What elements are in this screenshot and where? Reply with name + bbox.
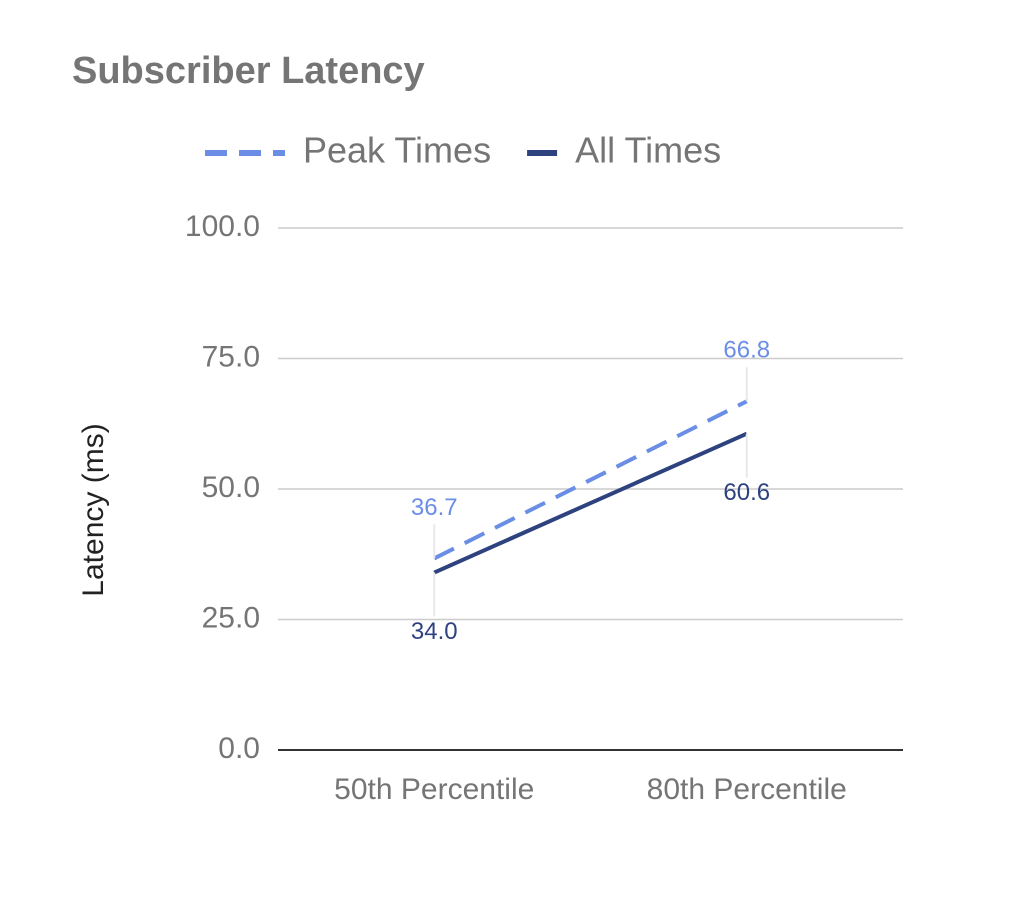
y-axis-label: Latency (ms) <box>77 423 110 596</box>
y-tick-label: 100.0 <box>185 210 260 243</box>
x-tick-label: 50th Percentile <box>334 773 534 806</box>
chart-title: Subscriber Latency <box>72 50 425 92</box>
legend-label: All Times <box>575 130 721 171</box>
y-tick-label: 0.0 <box>218 732 260 765</box>
x-tick-label: 80th Percentile <box>647 773 847 806</box>
y-tick-label: 75.0 <box>202 340 260 373</box>
data-label: 34.0 <box>411 618 458 645</box>
legend-label: Peak Times <box>303 130 491 171</box>
y-tick-label: 50.0 <box>202 471 260 504</box>
data-label: 66.8 <box>723 337 770 364</box>
data-label: 36.7 <box>411 494 458 521</box>
y-tick-label: 25.0 <box>202 601 260 634</box>
series-line <box>433 431 748 575</box>
data-label: 60.6 <box>723 479 770 506</box>
series-line <box>433 399 748 561</box>
